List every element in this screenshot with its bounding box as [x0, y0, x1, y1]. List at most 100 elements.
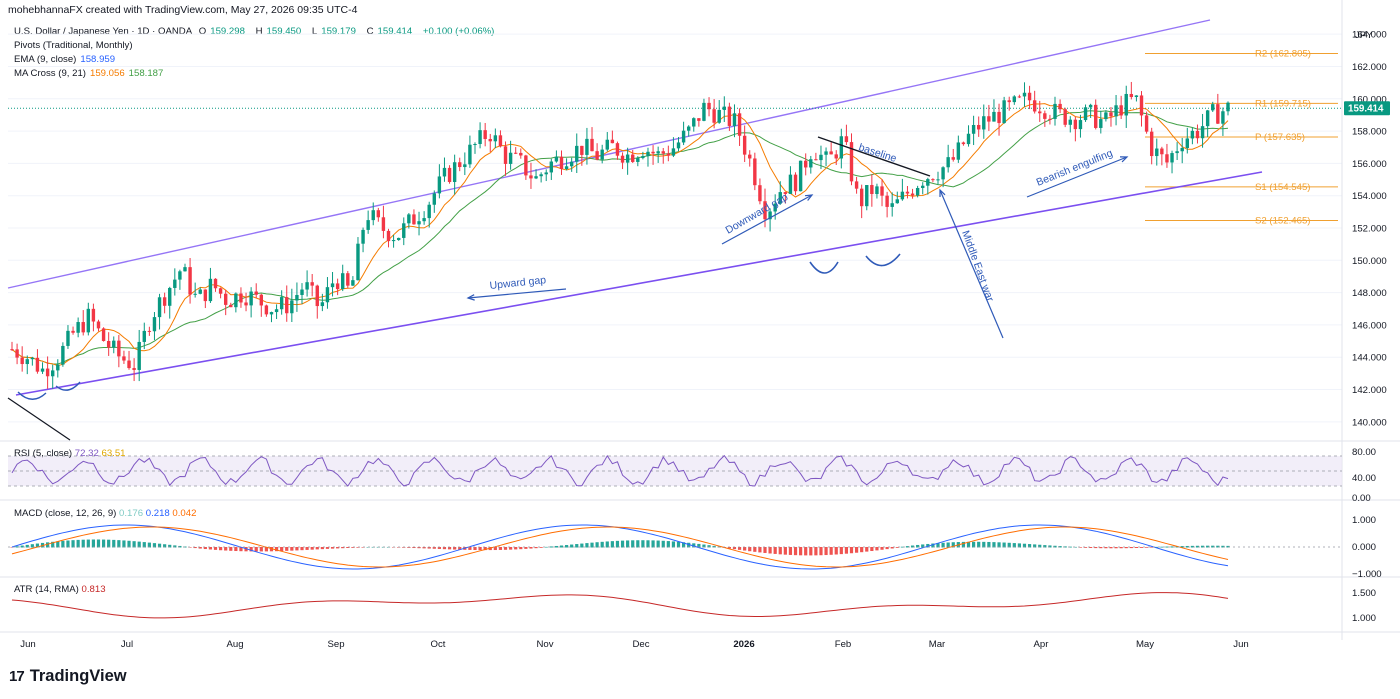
rsi-line — [11, 454, 1229, 487]
candle-body — [66, 330, 70, 346]
candle-body — [1165, 154, 1169, 163]
macd-hist-bar — [453, 547, 457, 550]
ema-legend[interactable]: EMA (9, close) 158.959 — [14, 54, 116, 65]
macd-hist-bar — [224, 547, 228, 551]
candle-body — [895, 199, 899, 204]
macd-hist-bar — [641, 540, 645, 548]
candle-body — [641, 156, 645, 159]
candle-body — [1099, 119, 1103, 128]
macd-hist-bar — [880, 547, 884, 550]
candle-body — [508, 152, 513, 164]
candle-body — [437, 176, 442, 194]
macd-hist-bar — [524, 547, 528, 549]
candle-body — [117, 340, 121, 357]
candle-body — [147, 330, 152, 332]
candle-body — [1134, 95, 1139, 98]
macd-hist-bar — [1007, 542, 1011, 548]
macd-hist-bar — [1109, 547, 1113, 549]
candle-body — [819, 154, 823, 161]
macd-hist-bar — [661, 540, 665, 548]
macd-hist-bar — [758, 547, 762, 553]
pivot-label: S2 (152.465) — [1255, 215, 1310, 226]
candle-body — [534, 176, 538, 179]
macd-hist-bar — [10, 547, 14, 548]
candle-body — [956, 142, 961, 160]
candle-body — [35, 357, 40, 372]
macd-hist-bar — [849, 547, 854, 554]
candle-body — [96, 321, 101, 329]
macd-hist-bar — [1134, 547, 1139, 548]
macd-hist-bar — [351, 547, 355, 548]
macd-hist-bar — [987, 541, 991, 548]
candle-body — [997, 111, 1001, 124]
macd-hist-bar — [977, 541, 981, 548]
candle-body — [1144, 115, 1149, 132]
candle-body — [259, 294, 264, 306]
macd-hist-bar — [30, 544, 34, 548]
macd-legend[interactable]: MACD (close, 12, 26, 9) 0.176 0.218 0.04… — [14, 508, 197, 519]
candle-body — [854, 181, 859, 189]
candle-body — [376, 210, 381, 218]
candle-body — [636, 158, 640, 162]
time-tick-label: Jun — [1233, 639, 1248, 650]
time-tick-label: May — [1136, 639, 1154, 650]
macd-hist-bar — [208, 547, 213, 550]
candle-body — [478, 130, 482, 145]
candle-body — [569, 161, 574, 167]
macd-hist-bar — [1180, 546, 1184, 548]
time-tick-label: 2026 — [733, 639, 754, 650]
candle-body — [188, 267, 192, 295]
macd-hist-bar — [101, 539, 106, 548]
candle-body — [1007, 100, 1011, 103]
symbol-legend: U.S. Dollar / Japanese Yen · 1D · OANDA … — [14, 26, 498, 79]
candle-body — [610, 139, 615, 144]
price-tick-label: 154.000 — [1352, 191, 1387, 202]
candle-body — [1017, 96, 1022, 98]
candle-body — [992, 111, 996, 122]
macd-hist-bar — [234, 547, 238, 552]
candle-body — [473, 144, 477, 146]
macd-hist-bar — [1073, 546, 1077, 548]
pivots-legend[interactable]: Pivots (Traditional, Monthly) — [14, 40, 133, 51]
candle-body — [51, 370, 55, 377]
candle-body — [162, 297, 167, 306]
macd-hist-bar — [926, 543, 930, 548]
candle-body — [234, 293, 238, 308]
ma-cross-legend[interactable]: MA Cross (9, 21) 159.056 158.187 — [14, 68, 164, 79]
macd-hist-bar — [1144, 547, 1149, 548]
symbol-name[interactable]: U.S. Dollar / Japanese Yen · 1D · OANDA — [14, 26, 193, 37]
macd-hist-bar — [1048, 545, 1052, 548]
baseline-line — [817, 136, 931, 177]
macd-hist-bar — [1022, 543, 1027, 548]
macd-hist-bar — [468, 547, 472, 550]
rsi-legend[interactable]: RSI (5, close) 72.32 63.51 — [14, 448, 126, 459]
middle-east-war-arrow-head — [939, 188, 946, 198]
candle-body — [651, 151, 655, 154]
candle-body — [666, 153, 671, 156]
candle-body — [371, 210, 375, 221]
price-tick-label: 144.000 — [1352, 353, 1387, 364]
candle-body — [844, 136, 849, 143]
candle-body — [137, 341, 141, 370]
macd-hist-bar — [514, 547, 518, 550]
price-tick-label: 164.000 — [1352, 30, 1387, 41]
candle-body — [1211, 104, 1215, 111]
candle-body — [396, 237, 401, 241]
candle-body — [880, 186, 884, 196]
candle-body — [1053, 103, 1057, 119]
middle-east-war-arrow — [939, 189, 1004, 339]
candle-body — [386, 230, 391, 242]
macd-hist-bar — [1043, 545, 1047, 548]
time-tick-label: Sep — [327, 639, 344, 650]
macd-hist-bar — [1200, 545, 1205, 548]
candle-body — [1205, 110, 1210, 127]
macd-hist-bar — [854, 547, 859, 553]
macd-hist-bar — [834, 547, 838, 555]
atr-legend[interactable]: ATR (14, RMA) 0.813 — [14, 584, 106, 595]
price-tick-label: 146.000 — [1352, 320, 1387, 331]
candle-body — [921, 185, 925, 188]
atr-tick-label: 1.500 — [1352, 588, 1376, 599]
candle-body — [463, 164, 467, 168]
candle-body — [768, 211, 772, 220]
